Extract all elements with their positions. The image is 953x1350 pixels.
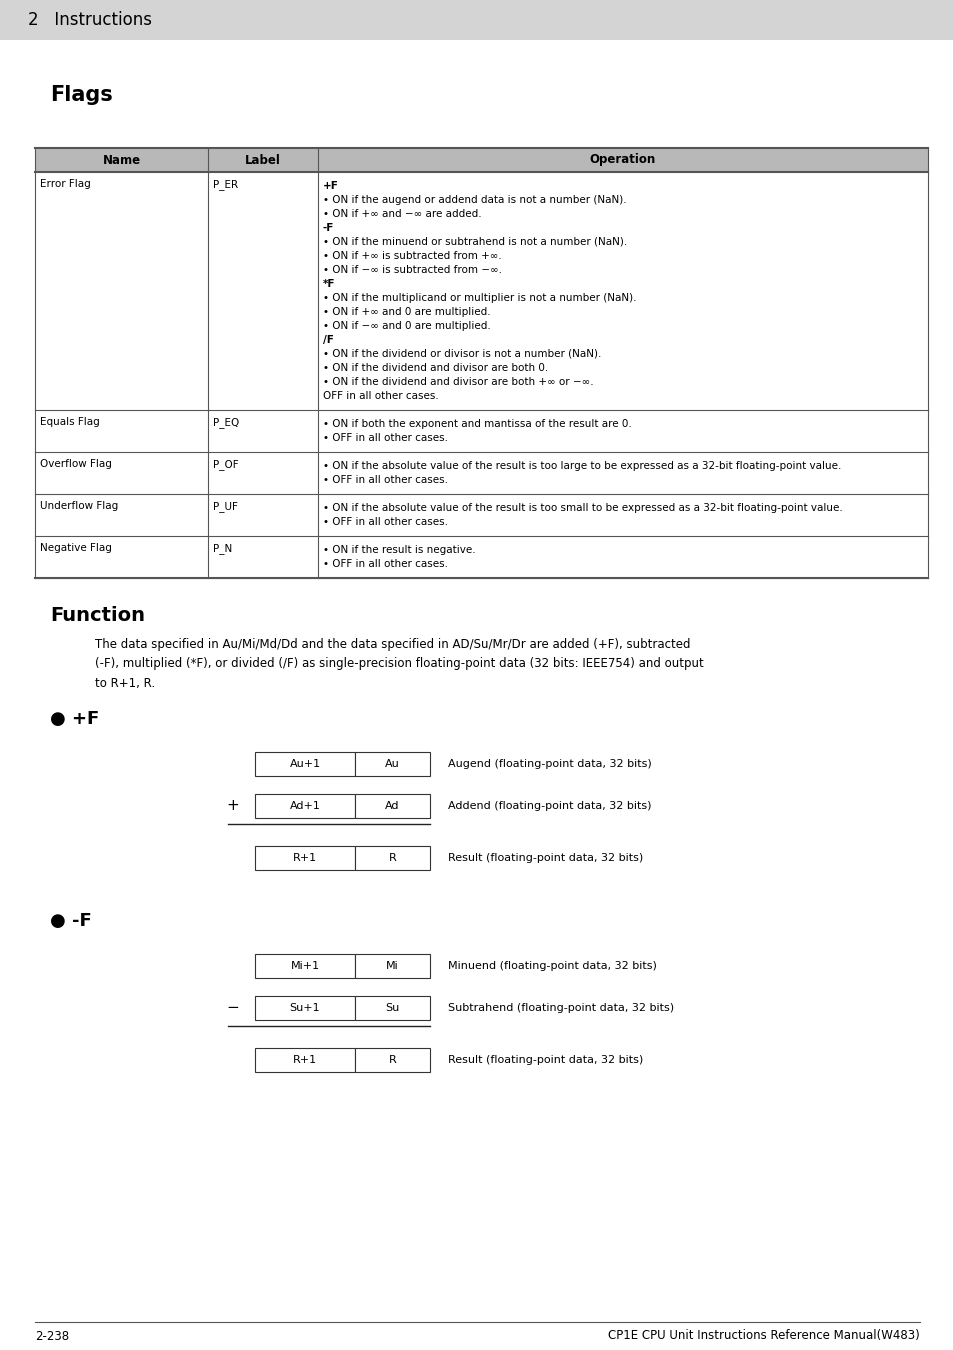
Bar — [35, 452, 927, 494]
Text: • ON if the minuend or subtrahend is not a number (NaN).: • ON if the minuend or subtrahend is not… — [323, 238, 626, 247]
Bar — [355, 752, 430, 776]
Text: +F: +F — [323, 181, 338, 190]
Text: P_ER: P_ER — [213, 180, 238, 190]
Text: 2   Instructions: 2 Instructions — [28, 11, 152, 28]
Bar — [35, 171, 927, 410]
Text: +: + — [227, 798, 239, 814]
Bar — [254, 954, 355, 977]
Text: R: R — [388, 1054, 395, 1065]
Text: P_UF: P_UF — [213, 501, 237, 512]
Text: Minuend (floating-point data, 32 bits): Minuend (floating-point data, 32 bits) — [448, 961, 657, 971]
Text: Error Flag: Error Flag — [40, 180, 91, 189]
Bar — [355, 996, 430, 1021]
Text: • ON if the dividend or divisor is not a number (NaN).: • ON if the dividend or divisor is not a… — [323, 350, 600, 359]
Text: Su: Su — [385, 1003, 399, 1012]
Bar — [254, 846, 355, 869]
Text: Augend (floating-point data, 32 bits): Augend (floating-point data, 32 bits) — [448, 759, 651, 769]
Text: ● -F: ● -F — [50, 913, 91, 930]
Text: • ON if the absolute value of the result is too small to be expressed as a 32-bi: • ON if the absolute value of the result… — [323, 504, 841, 513]
Text: Result (floating-point data, 32 bits): Result (floating-point data, 32 bits) — [448, 853, 642, 863]
Text: • OFF in all other cases.: • OFF in all other cases. — [323, 517, 448, 526]
Text: /F: /F — [323, 335, 334, 346]
Bar — [355, 954, 430, 977]
Text: *F: *F — [323, 279, 335, 289]
Bar — [254, 996, 355, 1021]
Text: • ON if −∞ and 0 are multiplied.: • ON if −∞ and 0 are multiplied. — [323, 321, 490, 331]
Text: P_EQ: P_EQ — [213, 417, 239, 428]
Bar — [254, 752, 355, 776]
Text: CP1E CPU Unit Instructions Reference Manual(W483): CP1E CPU Unit Instructions Reference Man… — [608, 1330, 919, 1342]
Bar — [35, 536, 927, 578]
Text: P_N: P_N — [213, 543, 232, 554]
Text: • ON if +∞ is subtracted from +∞.: • ON if +∞ is subtracted from +∞. — [323, 251, 501, 261]
Text: Mi+1: Mi+1 — [290, 961, 319, 971]
Text: R+1: R+1 — [293, 1054, 316, 1065]
Bar — [355, 794, 430, 818]
Text: Au+1: Au+1 — [289, 759, 320, 769]
Bar — [35, 148, 927, 171]
Text: Operation: Operation — [589, 154, 656, 166]
Bar — [355, 1048, 430, 1072]
Text: • ON if the multiplicand or multiplier is not a number (NaN).: • ON if the multiplicand or multiplier i… — [323, 293, 636, 302]
Text: • ON if the augend or addend data is not a number (NaN).: • ON if the augend or addend data is not… — [323, 194, 626, 205]
Text: Negative Flag: Negative Flag — [40, 543, 112, 554]
Text: Function: Function — [50, 606, 145, 625]
Bar — [254, 1048, 355, 1072]
Text: • ON if both the exponent and mantissa of the result are 0.: • ON if both the exponent and mantissa o… — [323, 418, 631, 429]
Text: • OFF in all other cases.: • OFF in all other cases. — [323, 475, 448, 485]
Text: Name: Name — [102, 154, 140, 166]
Text: ● +F: ● +F — [50, 710, 99, 728]
Text: • ON if the absolute value of the result is too large to be expressed as a 32-bi: • ON if the absolute value of the result… — [323, 460, 841, 471]
Text: • ON if −∞ is subtracted from −∞.: • ON if −∞ is subtracted from −∞. — [323, 265, 501, 275]
Text: Label: Label — [245, 154, 280, 166]
Text: Mi: Mi — [386, 961, 398, 971]
Bar — [0, 0, 953, 40]
Text: Su+1: Su+1 — [290, 1003, 320, 1012]
Text: Result (floating-point data, 32 bits): Result (floating-point data, 32 bits) — [448, 1054, 642, 1065]
Text: OFF in all other cases.: OFF in all other cases. — [323, 392, 438, 401]
Text: Equals Flag: Equals Flag — [40, 417, 100, 427]
Text: Au: Au — [385, 759, 399, 769]
Bar — [35, 494, 927, 536]
Text: Flags: Flags — [50, 85, 112, 105]
Text: • ON if the result is negative.: • ON if the result is negative. — [323, 545, 476, 555]
Text: • ON if the dividend and divisor are both 0.: • ON if the dividend and divisor are bot… — [323, 363, 548, 373]
Text: R+1: R+1 — [293, 853, 316, 863]
Text: -F: -F — [323, 223, 334, 234]
Text: • ON if +∞ and 0 are multiplied.: • ON if +∞ and 0 are multiplied. — [323, 306, 490, 317]
Text: R: R — [388, 853, 395, 863]
Text: The data specified in Au/Mi/Md/Dd and the data specified in AD/Su/Mr/Dr are adde: The data specified in Au/Mi/Md/Dd and th… — [95, 639, 703, 690]
Text: −: − — [227, 1000, 239, 1015]
Text: Ad: Ad — [385, 801, 399, 811]
Bar — [35, 410, 927, 452]
Text: • OFF in all other cases.: • OFF in all other cases. — [323, 433, 448, 443]
Text: P_OF: P_OF — [213, 459, 238, 470]
Text: Overflow Flag: Overflow Flag — [40, 459, 112, 468]
Text: • ON if +∞ and −∞ are added.: • ON if +∞ and −∞ are added. — [323, 209, 481, 219]
Bar — [254, 794, 355, 818]
Text: Ad+1: Ad+1 — [290, 801, 320, 811]
Text: • OFF in all other cases.: • OFF in all other cases. — [323, 559, 448, 568]
Bar — [355, 846, 430, 869]
Text: 2-238: 2-238 — [35, 1330, 69, 1342]
Text: Underflow Flag: Underflow Flag — [40, 501, 118, 512]
Text: • ON if the dividend and divisor are both +∞ or −∞.: • ON if the dividend and divisor are bot… — [323, 377, 593, 387]
Text: Subtrahend (floating-point data, 32 bits): Subtrahend (floating-point data, 32 bits… — [448, 1003, 674, 1012]
Text: Addend (floating-point data, 32 bits): Addend (floating-point data, 32 bits) — [448, 801, 651, 811]
